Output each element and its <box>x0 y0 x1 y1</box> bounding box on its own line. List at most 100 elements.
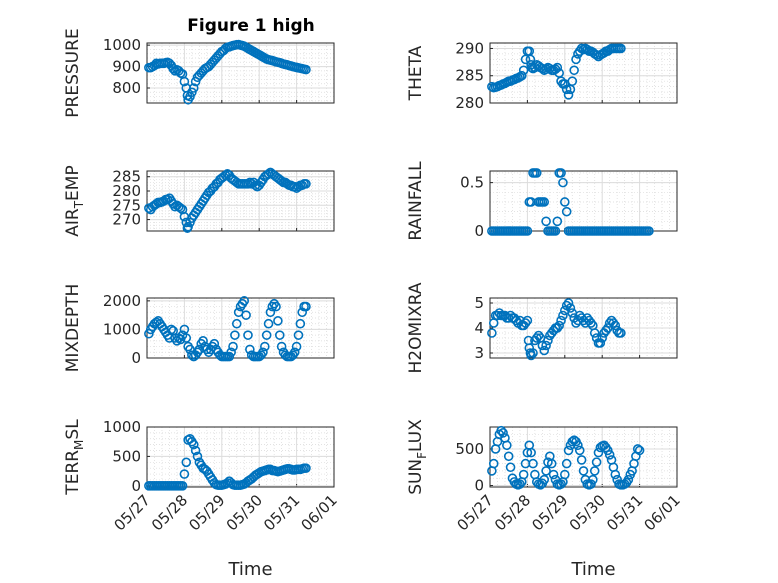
data-point <box>526 350 536 361</box>
y-tick-label: 275 <box>112 196 141 214</box>
data-point <box>586 479 596 489</box>
data-point <box>632 444 643 454</box>
data-point <box>588 474 598 485</box>
data-point <box>301 463 311 473</box>
data-point <box>273 316 283 326</box>
series-markers <box>144 433 311 491</box>
y-axis-label: PRESSURE <box>63 28 83 117</box>
data-point <box>498 428 508 438</box>
data-point <box>198 336 208 346</box>
data-point <box>539 197 550 207</box>
data-point <box>563 90 574 100</box>
data-point <box>644 226 654 236</box>
y-tick-label: 1000 <box>103 320 141 338</box>
data-point <box>559 197 570 207</box>
data-point <box>556 315 566 326</box>
y-axis-label: THETA <box>406 45 426 101</box>
data-point <box>548 469 559 480</box>
y-tick-label: 1000 <box>103 418 141 436</box>
y-tick-label: 500 <box>455 440 484 458</box>
data-point <box>561 458 572 469</box>
data-point <box>556 479 566 489</box>
data-point <box>503 451 514 462</box>
subplot-6: 3 4 5 H2OMIXRA <box>406 282 678 374</box>
y-axis-label: RAINFALL <box>406 161 426 241</box>
data-point <box>574 445 585 456</box>
series-markers <box>487 425 645 490</box>
data-point <box>231 318 242 329</box>
y-axis-label: TERRMSL <box>63 419 86 496</box>
data-point <box>518 469 529 480</box>
y-tick-label: 290 <box>455 39 484 57</box>
data-point <box>261 330 272 340</box>
y-axis-label: AIRTEMP <box>63 165 86 236</box>
series-markers <box>487 168 654 236</box>
data-point <box>556 168 566 178</box>
x-axis-label: Time <box>227 559 272 580</box>
data-point <box>276 341 287 352</box>
data-point <box>552 216 563 227</box>
data-point <box>291 341 302 352</box>
data-point <box>301 179 311 189</box>
data-point <box>531 333 542 343</box>
y-tick-label: 500 <box>112 447 141 465</box>
data-point <box>181 333 192 343</box>
data-point <box>616 43 626 54</box>
data-point <box>604 450 615 460</box>
data-point <box>569 65 579 76</box>
data-point <box>295 318 306 329</box>
subplot-1: 800 900 1000 PRESSURE <box>63 28 335 118</box>
data-point <box>541 466 551 476</box>
data-point <box>550 226 561 236</box>
data-point <box>552 62 563 73</box>
data-point <box>526 447 536 458</box>
data-point <box>559 469 570 480</box>
data-point <box>533 330 544 341</box>
y-axis-label: MIXDEPTH <box>63 284 83 373</box>
data-point <box>166 324 177 335</box>
data-point <box>179 76 190 87</box>
data-point <box>576 455 587 465</box>
y-tick-label: 0 <box>131 349 141 367</box>
data-point <box>541 216 551 227</box>
data-point <box>487 328 497 338</box>
data-point <box>258 347 268 358</box>
data-point <box>565 303 576 313</box>
y-tick-label: 280 <box>112 182 141 200</box>
y-tick-label: 3 <box>474 344 484 362</box>
data-point <box>563 298 574 308</box>
y-tick-label: 0 <box>474 477 484 495</box>
axes-box <box>489 42 678 104</box>
data-point <box>554 320 564 331</box>
data-point <box>260 341 270 352</box>
data-point <box>578 466 589 476</box>
axes-box <box>489 297 678 359</box>
data-point <box>634 445 645 456</box>
data-point <box>589 328 600 338</box>
data-point <box>537 340 548 351</box>
data-point <box>608 318 619 328</box>
data-point <box>274 330 285 340</box>
data-point <box>505 462 516 473</box>
data-point <box>245 344 255 355</box>
data-point <box>179 469 190 479</box>
data-point <box>515 479 525 489</box>
y-tick-label: 270 <box>112 211 141 229</box>
data-point <box>175 203 186 213</box>
data-point <box>563 445 574 456</box>
data-point <box>558 310 568 321</box>
series-markers <box>144 167 311 233</box>
data-point <box>522 226 533 236</box>
data-point <box>516 70 527 81</box>
series-markers <box>144 296 311 362</box>
data-point <box>561 206 572 217</box>
data-point <box>546 458 557 469</box>
subplot-2: 280 285 290 THETA <box>406 39 678 112</box>
series-markers <box>487 43 626 100</box>
data-point <box>192 451 203 462</box>
data-point <box>610 320 621 331</box>
data-point <box>589 466 600 476</box>
data-point <box>567 76 578 86</box>
y-tick-label: 280 <box>455 94 484 112</box>
